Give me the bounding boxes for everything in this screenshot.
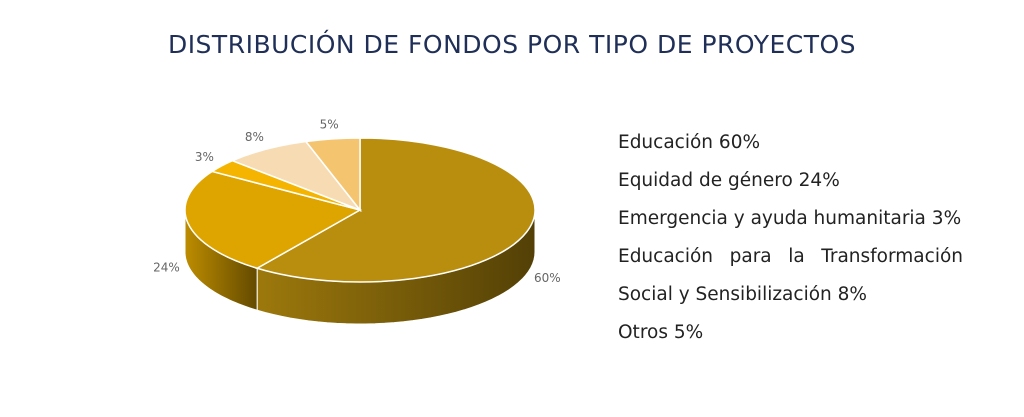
legend-item: Educación 60% bbox=[618, 124, 963, 162]
legend-label: Otros bbox=[618, 322, 668, 343]
legend-label: Educación para la Transformación Social … bbox=[618, 246, 963, 305]
legend-label: Emergencia y ayuda humanitaria bbox=[618, 208, 926, 229]
legend: Educación 60% Equidad de género 24% Emerge… bbox=[618, 124, 963, 352]
slice bbox=[184, 170, 362, 270]
slice-label: 60% bbox=[534, 271, 561, 285]
slice-label: 8% bbox=[245, 130, 264, 144]
slice bbox=[255, 137, 536, 283]
legend-label: Educación bbox=[618, 132, 714, 153]
chart-title: DISTRIBUCIÓN DE FONDOS POR TIPO DE PROYE… bbox=[167, 30, 857, 59]
legend-value: 24% bbox=[798, 170, 840, 191]
legend-value: 60% bbox=[718, 132, 761, 153]
slice bbox=[304, 137, 361, 213]
slice-label: 24% bbox=[153, 261, 180, 275]
slice-label: 3% bbox=[195, 150, 214, 164]
legend-value: 8% bbox=[837, 284, 868, 305]
legend-value: 3% bbox=[931, 208, 962, 229]
slice-label: 5% bbox=[320, 118, 339, 132]
legend-item: Educación para la Transformación Social … bbox=[618, 238, 963, 314]
legend-value: 5% bbox=[673, 322, 704, 343]
legend-label: Equidad de género bbox=[618, 170, 793, 191]
legend-item: Emergencia y ayuda humanitaria 3% bbox=[618, 200, 963, 238]
legend-item: Equidad de género 24% bbox=[618, 162, 963, 200]
legend-item: Otros 5% bbox=[618, 314, 963, 352]
